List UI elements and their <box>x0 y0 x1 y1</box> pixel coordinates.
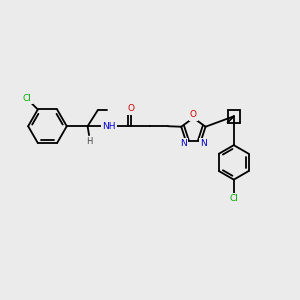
Text: O: O <box>190 110 197 119</box>
Text: Cl: Cl <box>229 194 238 203</box>
Text: Cl: Cl <box>23 94 32 103</box>
Text: O: O <box>128 104 135 113</box>
Text: NH: NH <box>102 122 116 131</box>
Text: N: N <box>200 140 207 148</box>
Text: N: N <box>180 140 187 148</box>
Text: H: H <box>86 137 92 146</box>
